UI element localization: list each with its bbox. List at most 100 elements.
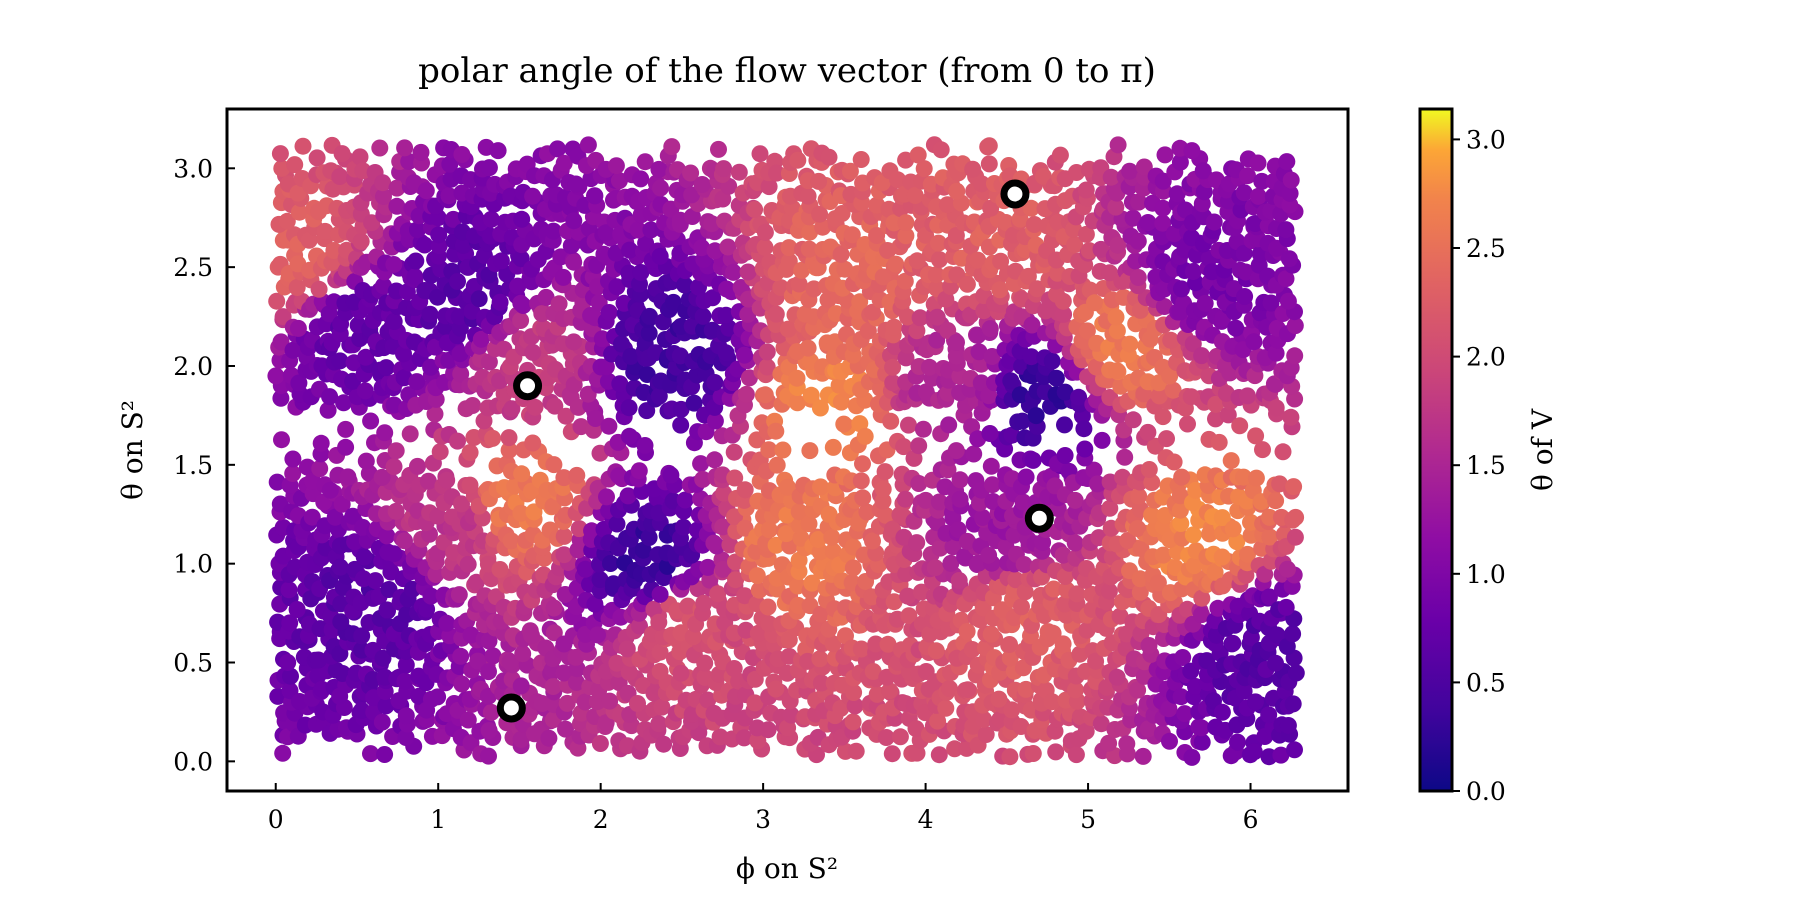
scatter-point bbox=[951, 471, 969, 489]
scatter-point bbox=[756, 223, 774, 241]
scatter-point bbox=[910, 437, 928, 455]
scatter-point bbox=[851, 415, 869, 433]
scatter-point bbox=[696, 654, 714, 672]
scatter-point bbox=[1013, 412, 1031, 430]
scatter-point bbox=[449, 432, 466, 450]
scatter-point bbox=[555, 664, 573, 682]
scatter-point bbox=[899, 587, 917, 605]
scatter-point bbox=[672, 416, 690, 434]
scatter-point bbox=[1107, 308, 1125, 326]
scatter-point bbox=[973, 175, 991, 193]
scatter-point bbox=[453, 146, 471, 163]
scatter-point bbox=[1078, 322, 1096, 340]
scatter-point bbox=[632, 170, 650, 188]
scatter-point bbox=[600, 304, 618, 321]
scatter-point bbox=[525, 503, 543, 521]
scatter-point bbox=[854, 455, 871, 473]
scatter-point bbox=[1207, 410, 1224, 428]
scatter-point bbox=[864, 663, 882, 680]
scatter-point bbox=[895, 438, 913, 456]
scatter-point bbox=[1268, 239, 1285, 257]
scatter-point bbox=[431, 443, 449, 461]
scatter-point bbox=[1134, 747, 1152, 765]
scatter-point bbox=[895, 528, 913, 546]
scatter-point bbox=[714, 518, 732, 536]
scatter-point bbox=[1051, 146, 1069, 164]
scatter-point bbox=[655, 735, 673, 753]
scatter-point bbox=[917, 383, 935, 401]
scatter-point bbox=[911, 309, 929, 327]
scatter-point bbox=[1124, 411, 1142, 429]
scatter-point bbox=[897, 565, 915, 583]
scatter-point bbox=[378, 527, 396, 545]
scatter-point bbox=[779, 478, 797, 496]
scatter-point bbox=[491, 293, 509, 311]
scatter-point bbox=[376, 424, 394, 442]
scatter-point bbox=[396, 139, 414, 157]
plot-frame bbox=[225, 107, 1350, 793]
scatter-point bbox=[676, 276, 694, 294]
scatter-point bbox=[993, 601, 1011, 619]
scatter-point bbox=[429, 507, 447, 525]
scatter-point bbox=[272, 333, 290, 351]
scatter-point bbox=[557, 720, 574, 738]
scatter-point bbox=[337, 420, 355, 438]
scatter-point bbox=[701, 571, 719, 589]
x-axis-ticks: 0 1 2 3 4 5 6 bbox=[268, 783, 1258, 834]
scatter-point bbox=[512, 731, 530, 748]
scatter-point bbox=[281, 614, 299, 632]
scatter-point bbox=[1262, 294, 1280, 312]
scatter-point bbox=[790, 503, 808, 521]
scatter-point bbox=[946, 740, 964, 758]
scatter-point bbox=[357, 348, 375, 366]
scatter-point bbox=[608, 278, 626, 296]
scatter-point bbox=[634, 541, 652, 559]
scatter-point bbox=[610, 467, 628, 485]
scatter-point bbox=[1066, 491, 1084, 509]
scatter-point bbox=[856, 427, 874, 445]
scatter-point bbox=[1284, 625, 1302, 643]
scatter-point bbox=[268, 473, 286, 491]
scatter-point bbox=[356, 382, 374, 400]
scatter-point bbox=[576, 693, 594, 711]
scatter-point bbox=[1286, 317, 1304, 335]
scatter-point bbox=[799, 187, 817, 205]
scatter-point bbox=[513, 465, 531, 483]
scatter-point bbox=[1171, 501, 1189, 519]
scatter-point bbox=[620, 427, 638, 445]
scatter-point bbox=[1261, 508, 1278, 526]
scatter-point bbox=[289, 319, 307, 337]
scatter-point bbox=[1150, 387, 1168, 405]
scatter-point bbox=[591, 571, 609, 589]
scatter-point bbox=[1176, 201, 1194, 219]
scatter-point bbox=[1139, 423, 1157, 441]
scatter-point bbox=[929, 712, 947, 730]
scatter-point bbox=[461, 476, 479, 494]
scatter-point bbox=[897, 214, 915, 232]
scatter-point bbox=[321, 388, 339, 406]
scatter-point bbox=[1277, 270, 1295, 288]
scatter-point bbox=[1001, 748, 1019, 766]
scatter-point bbox=[937, 699, 955, 717]
scatter-point bbox=[867, 635, 885, 653]
scatter-point bbox=[418, 600, 436, 618]
scatter-point bbox=[983, 348, 1001, 365]
scatter-point bbox=[289, 184, 307, 202]
scatter-point bbox=[555, 527, 573, 545]
scatter-point bbox=[1149, 574, 1167, 592]
scatter-point bbox=[810, 172, 828, 190]
scatter-point bbox=[800, 240, 818, 258]
scatter-point bbox=[601, 692, 619, 710]
scatter-point bbox=[597, 224, 615, 242]
scatter-point bbox=[273, 159, 291, 177]
scatter-point bbox=[774, 441, 792, 459]
scatter-point bbox=[736, 481, 754, 499]
scatter-point bbox=[841, 162, 859, 180]
scatter-point bbox=[363, 214, 381, 232]
scatter-point bbox=[1129, 269, 1147, 286]
scatter-point bbox=[321, 481, 339, 499]
scatter-point bbox=[844, 559, 862, 577]
scatter-point bbox=[537, 288, 555, 306]
scatter-point bbox=[724, 263, 742, 281]
scatter-point bbox=[844, 713, 862, 731]
